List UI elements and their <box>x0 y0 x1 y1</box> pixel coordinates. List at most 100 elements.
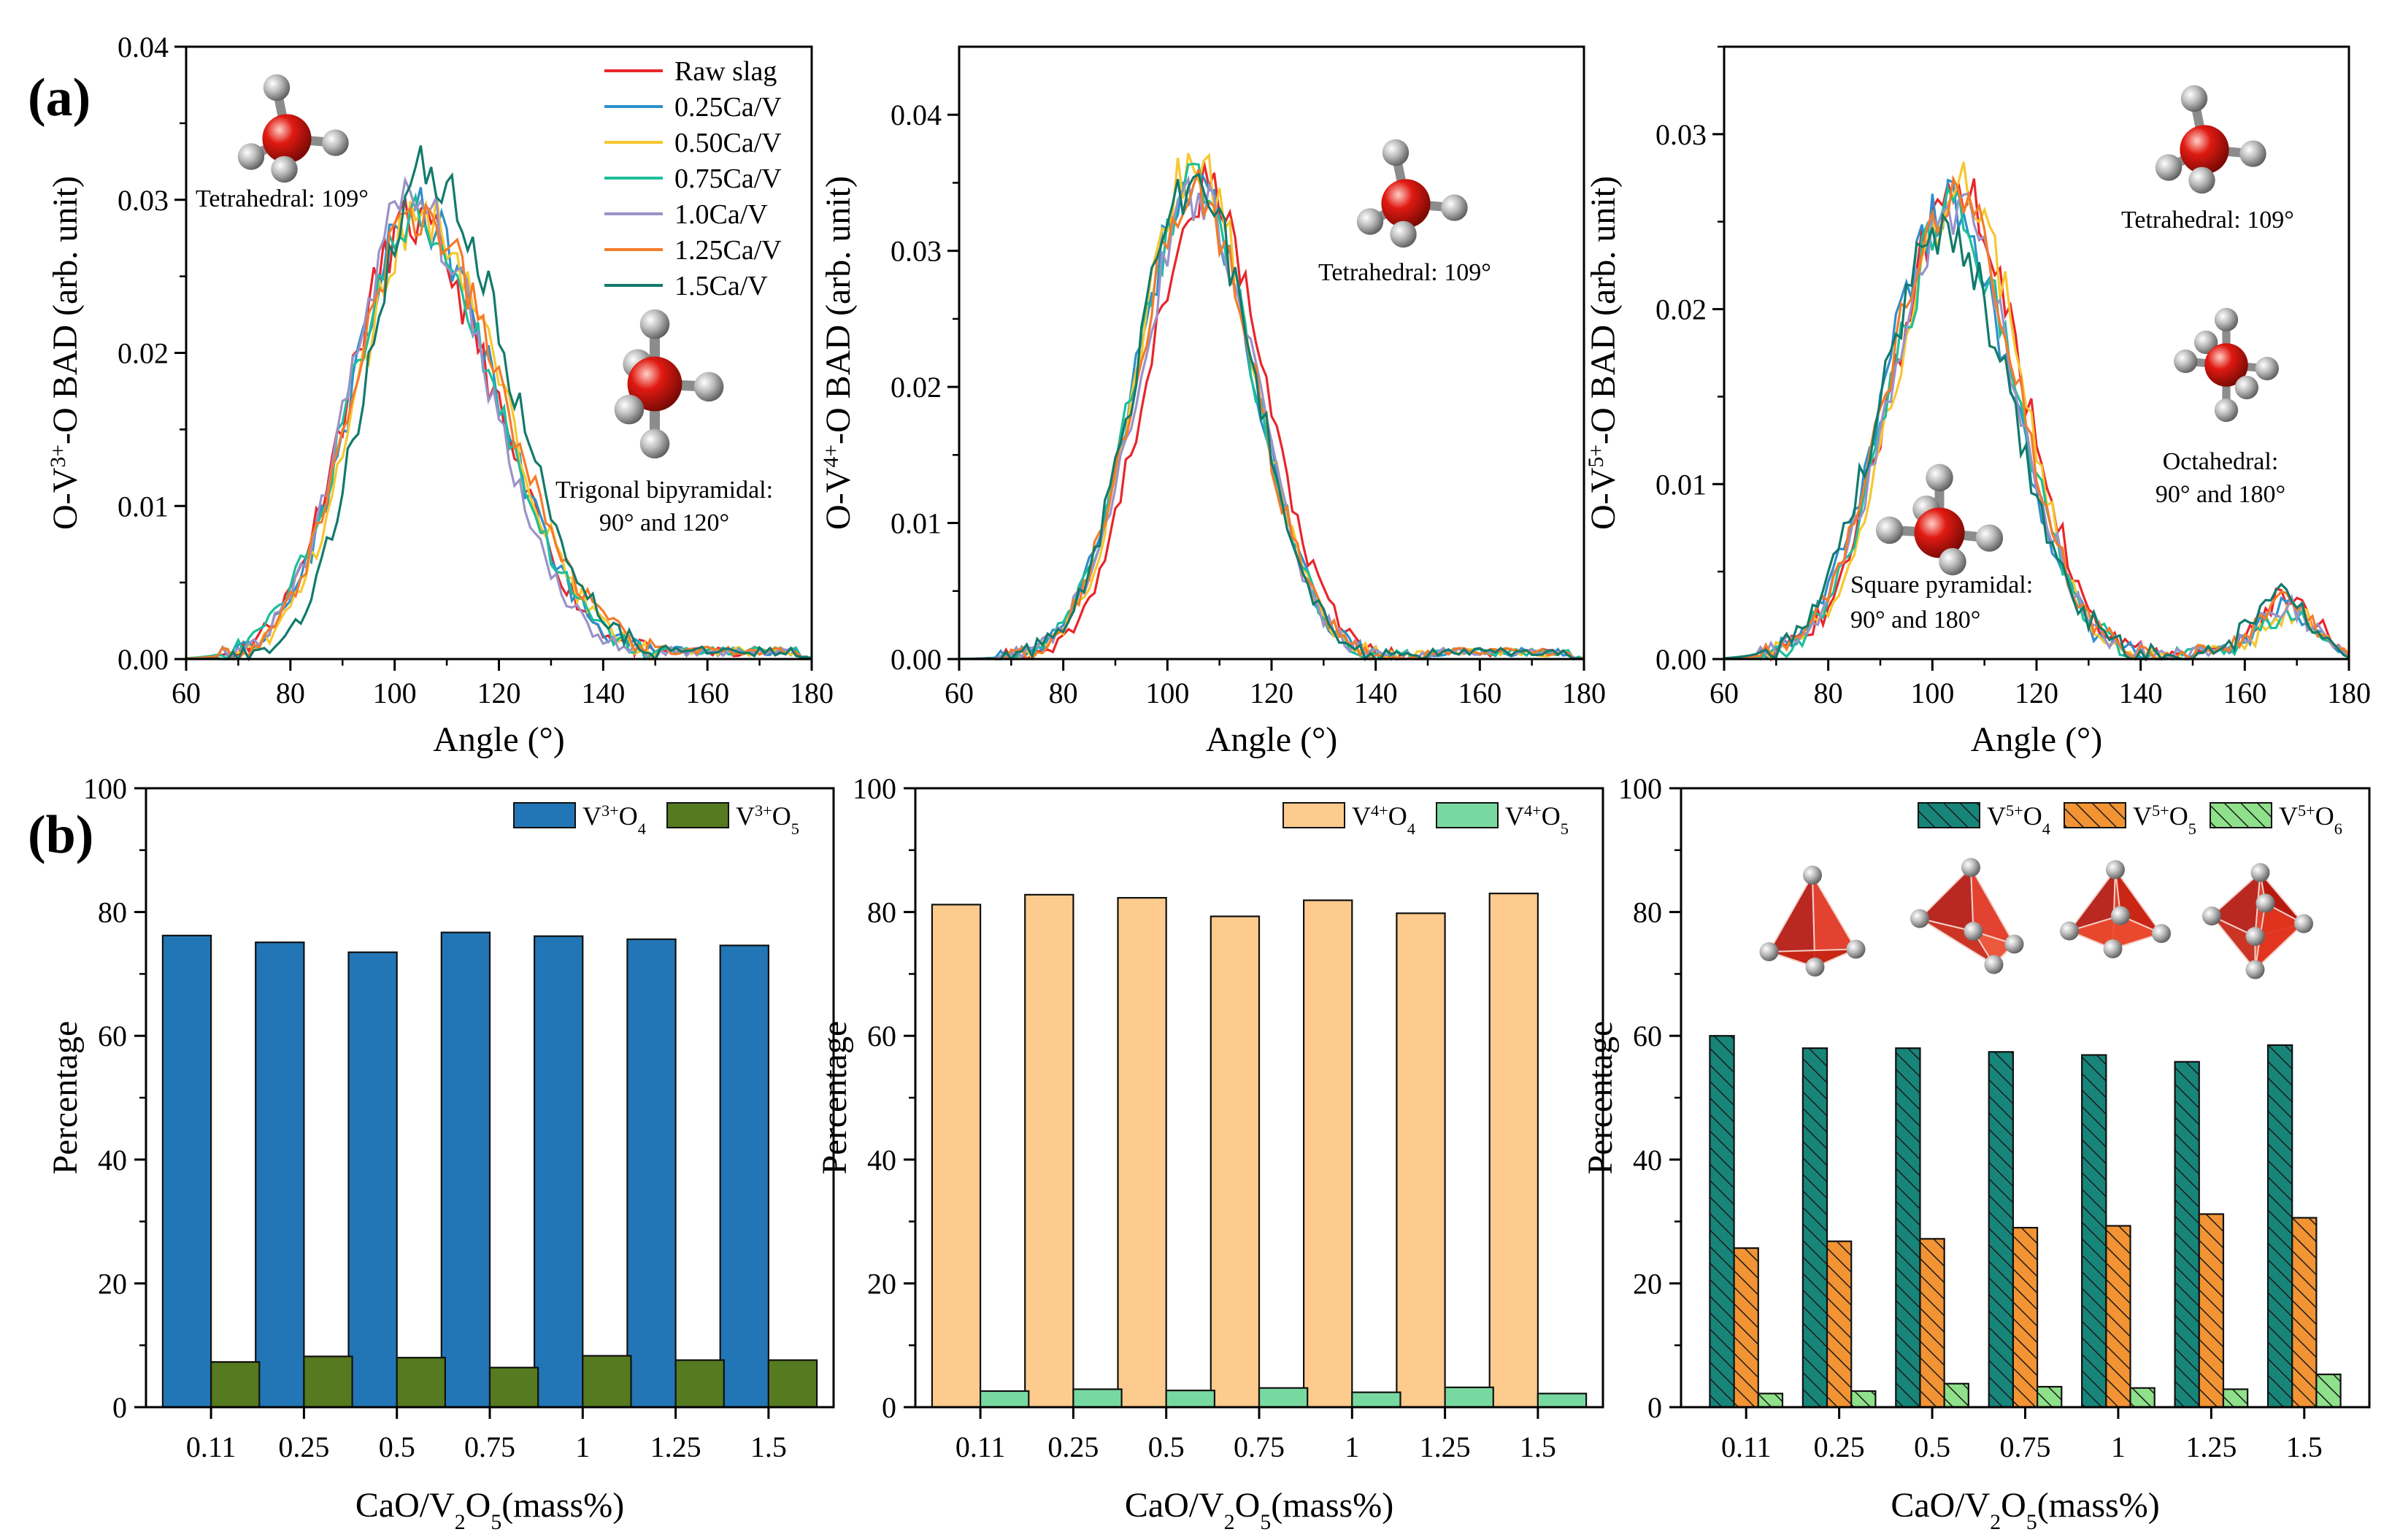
legend-label: V4+O4 <box>1352 801 1415 838</box>
tetrahedral-molecule-3 <box>2155 85 2266 194</box>
y-axis-label: Percentage <box>46 1021 85 1175</box>
x-tick-label: 160 <box>685 677 729 709</box>
x-tick-label: 1.25 <box>650 1431 701 1463</box>
bar <box>1895 1047 1921 1409</box>
y-tick-label: 20 <box>1633 1267 1662 1300</box>
legend: V5+O4 V5+O5 V5+O6 <box>1918 801 2342 838</box>
y-tick-label: 0.01 <box>118 490 169 523</box>
bar <box>1733 1247 1759 1409</box>
ligand-atom <box>1805 958 1825 977</box>
series-line-1-5ca-v <box>959 172 1585 662</box>
bar <box>674 1359 725 1409</box>
bar <box>1258 1387 1309 1409</box>
series-line-1-25ca-v <box>185 202 812 661</box>
y-tick-label: 0.03 <box>891 235 942 268</box>
legend-label: 0.50Ca/V <box>674 128 782 158</box>
ligand-atom <box>2174 349 2198 374</box>
bar <box>1988 1051 2015 1409</box>
polyhedron-face <box>1972 930 2016 966</box>
vanadium-atom <box>1914 507 1965 558</box>
x-tick-label: 120 <box>477 677 521 709</box>
trigonal-bipyramid-icon <box>1910 858 2024 974</box>
octahedral-molecule <box>2174 307 2279 423</box>
bar <box>2266 1044 2293 1409</box>
legend-label: V5+O6 <box>2279 801 2342 838</box>
bad-chart-3: 60 80 100 120 140 160 180 0.00 0.01 0.02 0.03 Angle… <box>1584 45 2371 759</box>
tetrahedron-icon <box>1759 866 1866 977</box>
legend-swatch <box>2210 802 2272 828</box>
legend-swatch <box>666 802 729 828</box>
series-line-0-50ca-v <box>959 153 1585 661</box>
x-tick-label: 60 <box>945 677 974 709</box>
y-axis-label: O-V5+-O BAD (arb. unit) <box>1584 176 1623 530</box>
bar <box>1537 1393 1588 1409</box>
ligand-atom <box>639 309 670 339</box>
x-tick-label: 0.75 <box>464 1431 515 1463</box>
x-tick-label: 140 <box>2119 677 2163 709</box>
annotation-tetrahedral: Tetrahedral: 109° <box>1318 259 1491 286</box>
x-tick-label: 120 <box>1250 677 1293 709</box>
y-tick-label: 60 <box>98 1020 127 1052</box>
ligand-atom <box>1961 858 1980 877</box>
annotation-octahedral: Octahedral: <box>2163 448 2279 475</box>
bar <box>767 1359 818 1409</box>
bad-chart-2: 60 80 100 120 140 160 180 0.00 0.01 0.02 0.03 0.04 A… <box>819 45 1606 759</box>
y-axis-label: O-V3+-O BAD (arb. unit) <box>46 176 85 530</box>
legend-label: 1.5Ca/V <box>674 271 768 301</box>
ligand-atom <box>2103 939 2123 958</box>
x-tick-label: 1 <box>575 1431 590 1463</box>
ligand-atom <box>2255 356 2279 381</box>
x-tick-label: 0.11 <box>955 1431 1006 1463</box>
tetrahedral-molecule-2 <box>1356 139 1468 248</box>
legend-swatch <box>1436 802 1499 828</box>
x-tick-label: 0.25 <box>1047 1431 1099 1463</box>
ligand-atom <box>1910 909 1929 928</box>
x-tick-label: 60 <box>172 677 201 709</box>
x-tick-label: 100 <box>1910 677 1954 709</box>
percentage-chart-3: 0.11 0.25 0.5 0.75 1 1.25 1.5 0 20 40 60 80 100 CaO/V… <box>1581 772 2371 1534</box>
vanadium-atom <box>2180 125 2229 174</box>
ligand-atom <box>322 129 349 156</box>
x-tick-label: 1 <box>2111 1431 2126 1463</box>
y-tick-label: 80 <box>98 896 127 929</box>
x-tick-label: 0.11 <box>1721 1431 1772 1463</box>
y-tick-label: 0 <box>1647 1391 1662 1424</box>
series-line-1-0ca-v <box>1723 192 2350 662</box>
ligand-atom <box>2202 906 2221 925</box>
ligand-atom <box>2294 914 2313 933</box>
ligand-atom <box>1964 922 1983 941</box>
ligand-atom <box>2245 927 2265 946</box>
bar <box>931 904 982 1409</box>
x-axis-label: CaO/V2O5(mass%) <box>355 1486 624 1534</box>
x-tick-label: 100 <box>1145 677 1189 709</box>
ligand-atom <box>271 155 298 183</box>
bar <box>2291 1217 2318 1409</box>
plot-frame <box>958 45 1585 661</box>
legend: Raw slag 0.25Ca/V 0.50Ca/V 0.75Ca/V 1.0Ca/V 1… <box>604 56 782 301</box>
bar <box>1210 915 1261 1409</box>
x-tick-label: 140 <box>581 677 625 709</box>
y-tick-label: 0.00 <box>1655 643 1707 676</box>
y-tick-label: 100 <box>1618 772 1662 805</box>
ligand-atom <box>2214 307 2239 332</box>
bar <box>396 1357 446 1409</box>
y-tick-label: 80 <box>867 896 896 929</box>
series-line-1-25ca-v <box>1723 174 2350 661</box>
ligand-atom <box>1875 516 1904 544</box>
bar <box>2081 1054 2107 1409</box>
y-tick-label: 80 <box>1633 896 1662 929</box>
bar <box>2315 1373 2342 1409</box>
ligand-atom <box>1846 939 1866 959</box>
y-tick-label: 0 <box>112 1391 127 1424</box>
bar <box>1072 1388 1123 1409</box>
y-tick-label: 0.04 <box>118 31 169 63</box>
x-tick-label: 0.5 <box>1914 1431 1950 1463</box>
series-line-0-50ca-v <box>1723 161 2350 661</box>
panel-label-b: (b) <box>28 805 93 865</box>
y-tick-label: 0.03 <box>118 184 169 217</box>
ligand-atom <box>2155 154 2183 181</box>
ligand-atom <box>1390 220 1417 248</box>
x-tick-label: 0.75 <box>2000 1431 2051 1463</box>
y-tick-label: 0.02 <box>1655 293 1707 326</box>
bar <box>303 1355 353 1409</box>
